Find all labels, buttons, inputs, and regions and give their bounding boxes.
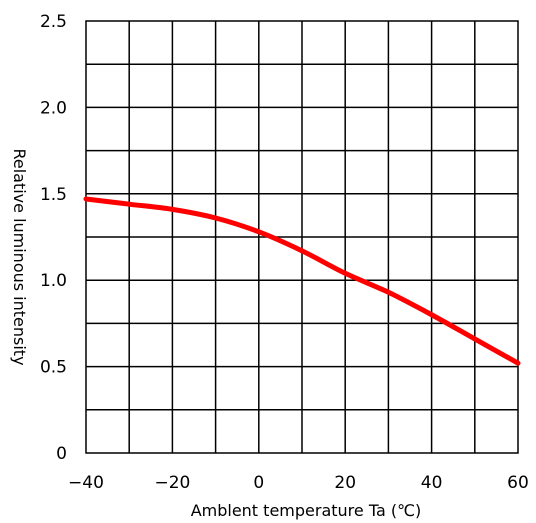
- y-tick-label: 2.0: [40, 98, 67, 118]
- y-tick-label: 2.5: [40, 12, 67, 32]
- y-tick-label: 1.5: [40, 185, 67, 205]
- grid: [86, 21, 518, 453]
- x-tick-label: 40: [421, 473, 443, 493]
- y-tick-label: 0: [56, 444, 67, 464]
- y-axis-title: Relative luminous intensity: [10, 148, 29, 365]
- y-tick-label: 0.5: [40, 358, 67, 378]
- y-tick-labels: 0 0.5 1.0 1.5 2.0 2.5: [40, 12, 67, 464]
- series-line: [83, 196, 521, 366]
- x-tick-label: 0: [253, 473, 264, 493]
- y-tick-label: 1.0: [40, 271, 67, 291]
- x-tick-label: 20: [334, 473, 356, 493]
- x-tick-label: −40: [68, 473, 104, 493]
- x-tick-label: 60: [507, 473, 529, 493]
- x-tick-label: −20: [154, 473, 190, 493]
- x-axis-title: Amblent temperature Ta (℃): [191, 501, 422, 520]
- series-layer: [83, 196, 521, 366]
- plot-frame: [85, 20, 519, 454]
- x-tick-labels: −40 −20 0 20 40 60: [68, 473, 529, 493]
